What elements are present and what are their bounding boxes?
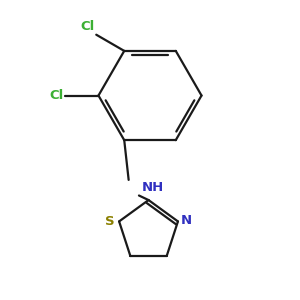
Text: Cl: Cl <box>49 89 63 102</box>
Text: NH: NH <box>142 181 164 194</box>
Text: Cl: Cl <box>80 20 95 33</box>
Text: S: S <box>106 215 115 228</box>
Text: N: N <box>181 214 192 227</box>
